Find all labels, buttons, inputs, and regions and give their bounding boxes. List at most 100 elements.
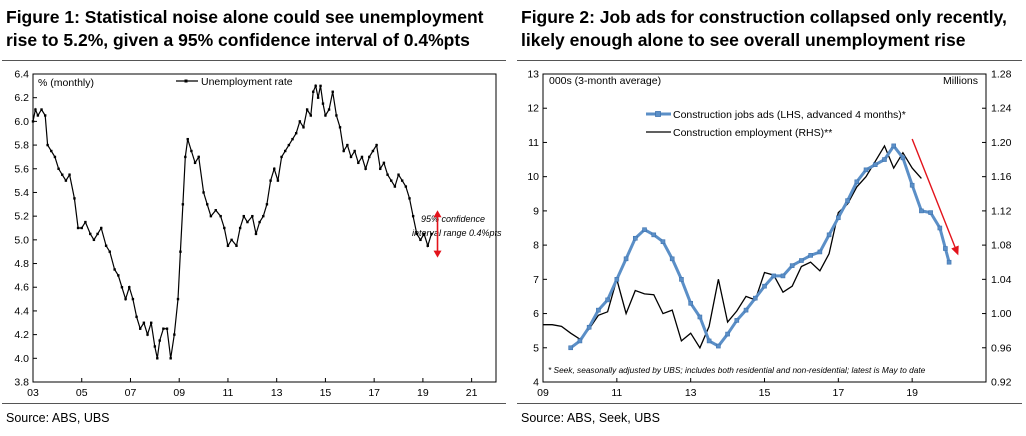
- unemployment-rate-point: [382, 161, 386, 165]
- construction-ads-point: [752, 295, 758, 301]
- unemployment-rate-point: [57, 167, 60, 170]
- footnote: * Seek, seasonally adjusted by UBS; incl…: [548, 365, 926, 375]
- left-y-tick-label: 11: [528, 137, 539, 149]
- x-tick-label: 17: [368, 387, 380, 399]
- x-tick-label: 09: [537, 387, 549, 399]
- construction-ads-point: [743, 307, 749, 313]
- unemployment-rate-point: [276, 179, 280, 182]
- unemployment-rate-point: [68, 173, 71, 176]
- construction-ads-point: [614, 277, 620, 282]
- unemployment-rate-point: [342, 149, 345, 153]
- construction-ads-point: [596, 307, 601, 313]
- unemployment-rate-point: [294, 132, 298, 135]
- construction-ads-point: [780, 273, 786, 279]
- x-tick-label: 15: [320, 387, 332, 399]
- construction-ads-point: [679, 277, 684, 282]
- construction-ads-point: [863, 167, 869, 173]
- construction-employment-line: [543, 144, 922, 350]
- x-tick-label: 07: [125, 387, 137, 399]
- unemployment-rate-point: [53, 155, 57, 159]
- unemployment-rate-point: [375, 143, 378, 147]
- x-tick-label: 15: [759, 387, 771, 399]
- unemployment-rate-point: [368, 155, 371, 159]
- unemployment-rate-point: [346, 143, 349, 147]
- construction-ads-point: [943, 246, 948, 251]
- construction-chart: 000s (3-month average) Millions Construc…: [527, 69, 1012, 400]
- unemployment-rate-point: [120, 286, 124, 289]
- unemployment-rate-point: [298, 120, 302, 123]
- unemployment-rate-line: [32, 83, 432, 359]
- construction-ads-point: [697, 314, 703, 320]
- unemployment-rate-point: [153, 345, 157, 348]
- y-units-label: % (monthly): [38, 77, 94, 89]
- y-tick-label: 4.2: [14, 329, 29, 341]
- y-tick-label: 4.8: [14, 258, 29, 270]
- unemployment-rate-point: [287, 143, 291, 147]
- construction-ads-point: [623, 256, 629, 262]
- legend-emp-label: Construction employment (RHS)**: [673, 127, 832, 139]
- unemployment-rate-point: [327, 108, 331, 111]
- unemployment-rate-point: [397, 173, 400, 176]
- unemployment-rate-point: [284, 149, 287, 153]
- unemployment-rate-point: [190, 149, 193, 153]
- unemployment-rate-point: [314, 84, 317, 88]
- unemployment-rate-point: [104, 244, 108, 247]
- legend: Unemployment rate: [176, 76, 293, 88]
- unemployment-rate-point: [422, 232, 426, 236]
- x-tick-label: 17: [832, 387, 844, 399]
- right-y-tick-label: 1.12: [991, 205, 1012, 217]
- source-note: Source: ABS, UBS: [6, 411, 110, 425]
- unemployment-rate-point: [331, 90, 334, 93]
- x-tick-label: 11: [611, 387, 622, 399]
- unemployment-rate-point: [139, 327, 142, 330]
- x-tick-label: 19: [906, 387, 918, 399]
- unemployment-rate-point: [80, 226, 83, 230]
- unemployment-rate-point: [302, 126, 305, 129]
- left-y-tick-label: 9: [533, 205, 539, 217]
- x-tick-label: 03: [27, 387, 39, 399]
- unemployment-rate-point: [197, 155, 200, 159]
- unemployment-rate-point: [89, 232, 92, 236]
- construction-ads-point: [605, 297, 610, 303]
- construction-ads-point: [789, 263, 795, 268]
- unemployment-rate-point: [202, 191, 205, 194]
- unemployment-rate-point: [324, 114, 327, 117]
- construction-ads-point: [900, 155, 906, 161]
- unemployment-rate-point: [64, 179, 68, 182]
- unemployment-rate-point: [73, 197, 76, 200]
- unemployment-rate-point: [426, 244, 429, 247]
- right-y-tick-label: 0.96: [991, 342, 1012, 354]
- y-tick-label: 5.8: [14, 140, 29, 152]
- unemployment-rate-point: [360, 155, 364, 159]
- construction-ads-point: [882, 157, 887, 162]
- left-y-tick-label: 12: [527, 103, 539, 115]
- unemployment-rate-point: [291, 137, 294, 141]
- unemployment-rate-point: [251, 214, 254, 218]
- unemployment-rate-point: [92, 238, 96, 242]
- construction-ads-point: [937, 225, 943, 231]
- unemployment-rate-point: [31, 120, 35, 123]
- y-tick-label: 3.8: [14, 377, 29, 389]
- unemployment-rate-point: [169, 357, 172, 360]
- annotation-line-1: 95% confidence: [421, 214, 485, 224]
- unemployment-rate-point: [246, 220, 249, 224]
- construction-ads-point: [928, 210, 933, 215]
- unemployment-rate-point: [96, 232, 99, 236]
- construction-ads-point: [836, 215, 841, 221]
- unemployment-rate-point: [43, 114, 47, 117]
- top-rule: [517, 60, 1022, 61]
- unemployment-rate-point: [181, 203, 185, 206]
- unemployment-rate-point: [135, 315, 138, 319]
- unemployment-rate-point: [156, 357, 159, 360]
- x-tick-label: 05: [76, 387, 88, 399]
- left-y-tick-label: 8: [533, 240, 539, 252]
- y-tick-label: 4.0: [14, 353, 29, 365]
- legend-label: Unemployment rate: [201, 76, 293, 88]
- unemployment-rate-point: [242, 214, 245, 218]
- right-y-tick-label: 1.08: [991, 240, 1012, 252]
- construction-ads-point: [799, 258, 804, 263]
- unemployment-rate-point: [309, 114, 312, 117]
- unemployment-rate-point: [158, 339, 161, 342]
- unemployment-rate-point: [146, 333, 149, 336]
- unemployment-rate-point: [316, 96, 320, 99]
